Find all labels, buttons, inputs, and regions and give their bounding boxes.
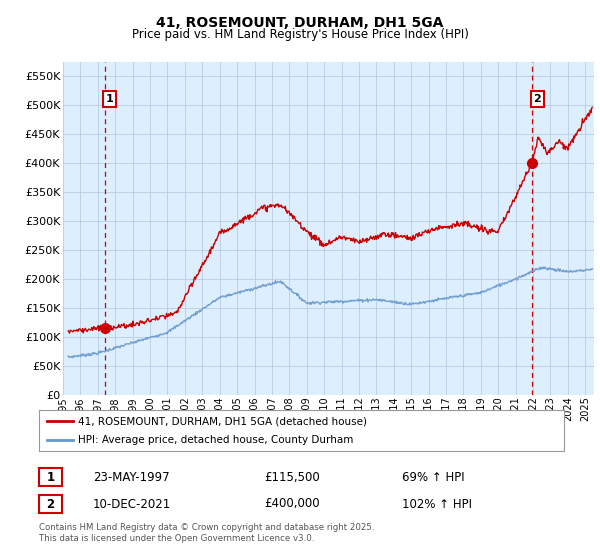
- Text: HPI: Average price, detached house, County Durham: HPI: Average price, detached house, Coun…: [79, 435, 354, 445]
- Text: 2: 2: [533, 94, 541, 104]
- Text: Contains HM Land Registry data © Crown copyright and database right 2025.
This d: Contains HM Land Registry data © Crown c…: [39, 524, 374, 543]
- Text: 41, ROSEMOUNT, DURHAM, DH1 5GA (detached house): 41, ROSEMOUNT, DURHAM, DH1 5GA (detached…: [79, 417, 367, 426]
- Text: £400,000: £400,000: [264, 497, 320, 511]
- Text: 1: 1: [106, 94, 114, 104]
- Text: Price paid vs. HM Land Registry's House Price Index (HPI): Price paid vs. HM Land Registry's House …: [131, 28, 469, 41]
- Text: 69% ↑ HPI: 69% ↑ HPI: [402, 470, 464, 484]
- Text: £115,500: £115,500: [264, 470, 320, 484]
- Text: 23-MAY-1997: 23-MAY-1997: [93, 470, 170, 484]
- Text: 10-DEC-2021: 10-DEC-2021: [93, 497, 171, 511]
- Text: 1: 1: [46, 470, 55, 484]
- Text: 2: 2: [46, 497, 55, 511]
- Text: 41, ROSEMOUNT, DURHAM, DH1 5GA: 41, ROSEMOUNT, DURHAM, DH1 5GA: [157, 16, 443, 30]
- Text: 102% ↑ HPI: 102% ↑ HPI: [402, 497, 472, 511]
